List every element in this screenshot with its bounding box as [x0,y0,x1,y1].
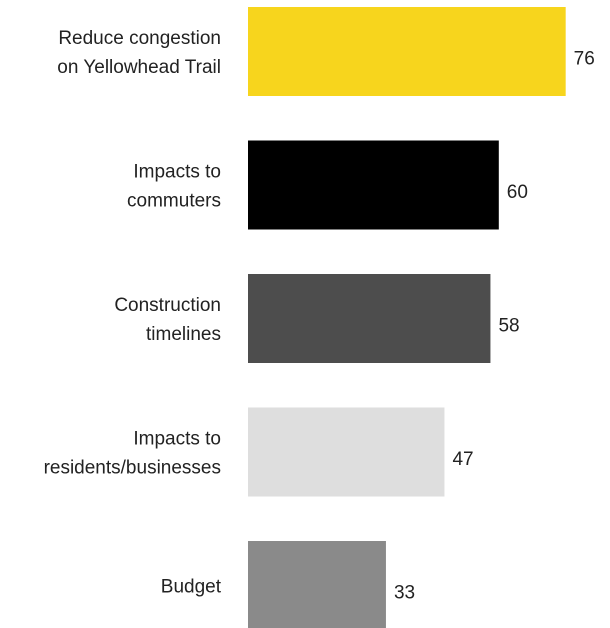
value-label-0: 76 [574,49,595,70]
category-label-1: Impacts to commuters [127,162,221,212]
category-label-line: timelines [146,324,221,345]
bar-1 [248,140,499,230]
category-label-line: on Yellowhead Trail [57,57,221,78]
category-label-line: Impacts to [133,429,221,450]
category-label-line: commuters [127,191,221,212]
value-label-4: 33 [394,583,415,604]
bar-3 [248,407,445,497]
category-label-3: Impacts to residents/businesses [44,429,221,479]
category-label-4: Budget [161,577,222,598]
value-label-3: 47 [452,449,473,470]
category-label-line: residents/businesses [44,458,221,479]
value-label-1: 60 [507,182,528,203]
category-label-2: Construction timelines [114,295,221,345]
category-labels-layer: Reduce congestion on Yellowhead Trail Impa… [44,28,222,598]
category-label-line: Reduce congestion [58,28,221,49]
category-label-line: Budget [161,577,222,598]
category-label-line: Construction [114,295,221,316]
value-labels-layer: 76 60 58 47 33 [394,49,595,604]
bar-4 [248,541,386,628]
category-label-line: Impacts to [133,162,221,183]
bars-layer [248,7,566,628]
value-label-2: 58 [498,316,519,337]
bar-2 [248,274,491,363]
bar-0 [248,7,566,96]
category-label-0: Reduce congestion on Yellowhead Trail [57,28,221,78]
